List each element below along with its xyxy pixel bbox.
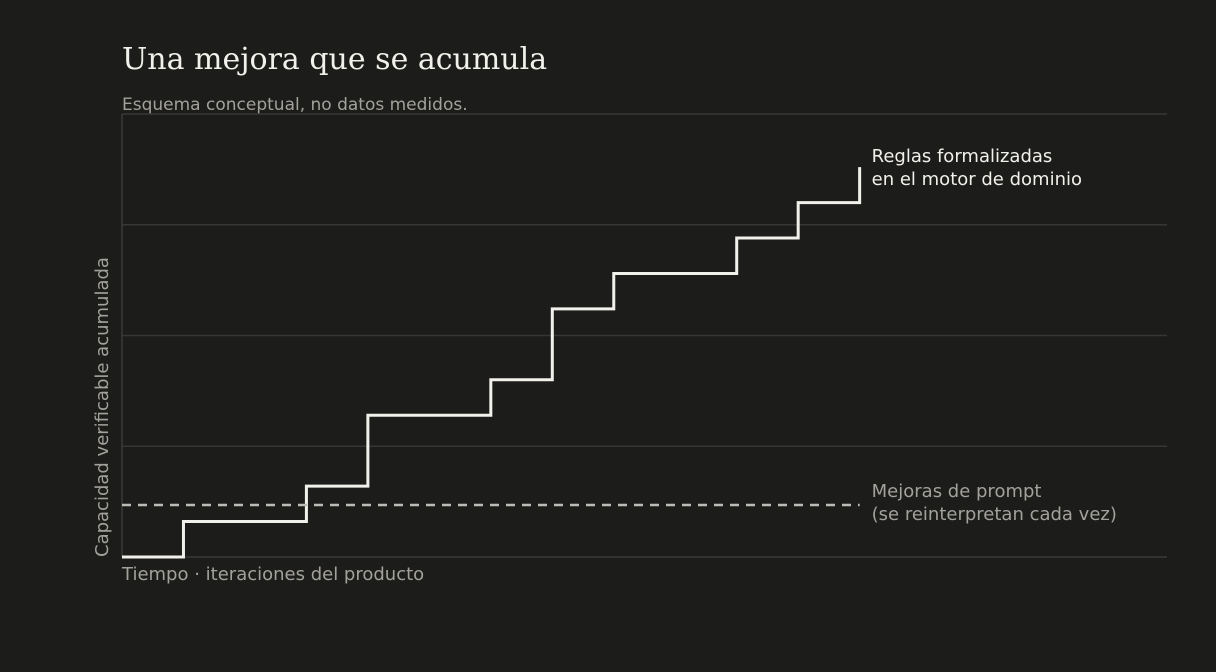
series-line-rules <box>122 167 862 559</box>
series-layer <box>122 167 862 559</box>
grid-lines <box>122 113 1167 447</box>
chart-subtitle: Esquema conceptual, no datos medidos. <box>122 95 468 115</box>
x-axis-label: Tiempo · iteraciones del producto <box>121 564 424 585</box>
series-label-line: (se reinterpretan cada vez) <box>872 504 1117 525</box>
series-label-prompt: Mejoras de prompt (se reinterpretan cada … <box>872 481 1117 525</box>
series-label-line: en el motor de dominio <box>872 169 1082 190</box>
series-label-rules: Reglas formalizadas en el motor de domini… <box>872 146 1082 190</box>
series-label-line: Reglas formalizadas <box>872 146 1053 167</box>
series-labels: Reglas formalizadas en el motor de domini… <box>872 146 1117 525</box>
y-axis-label: Capacidad verificable acumulada <box>92 257 113 557</box>
chart-title: Una mejora que se acumula <box>122 42 547 77</box>
series-label-line: Mejoras de prompt <box>872 481 1042 502</box>
